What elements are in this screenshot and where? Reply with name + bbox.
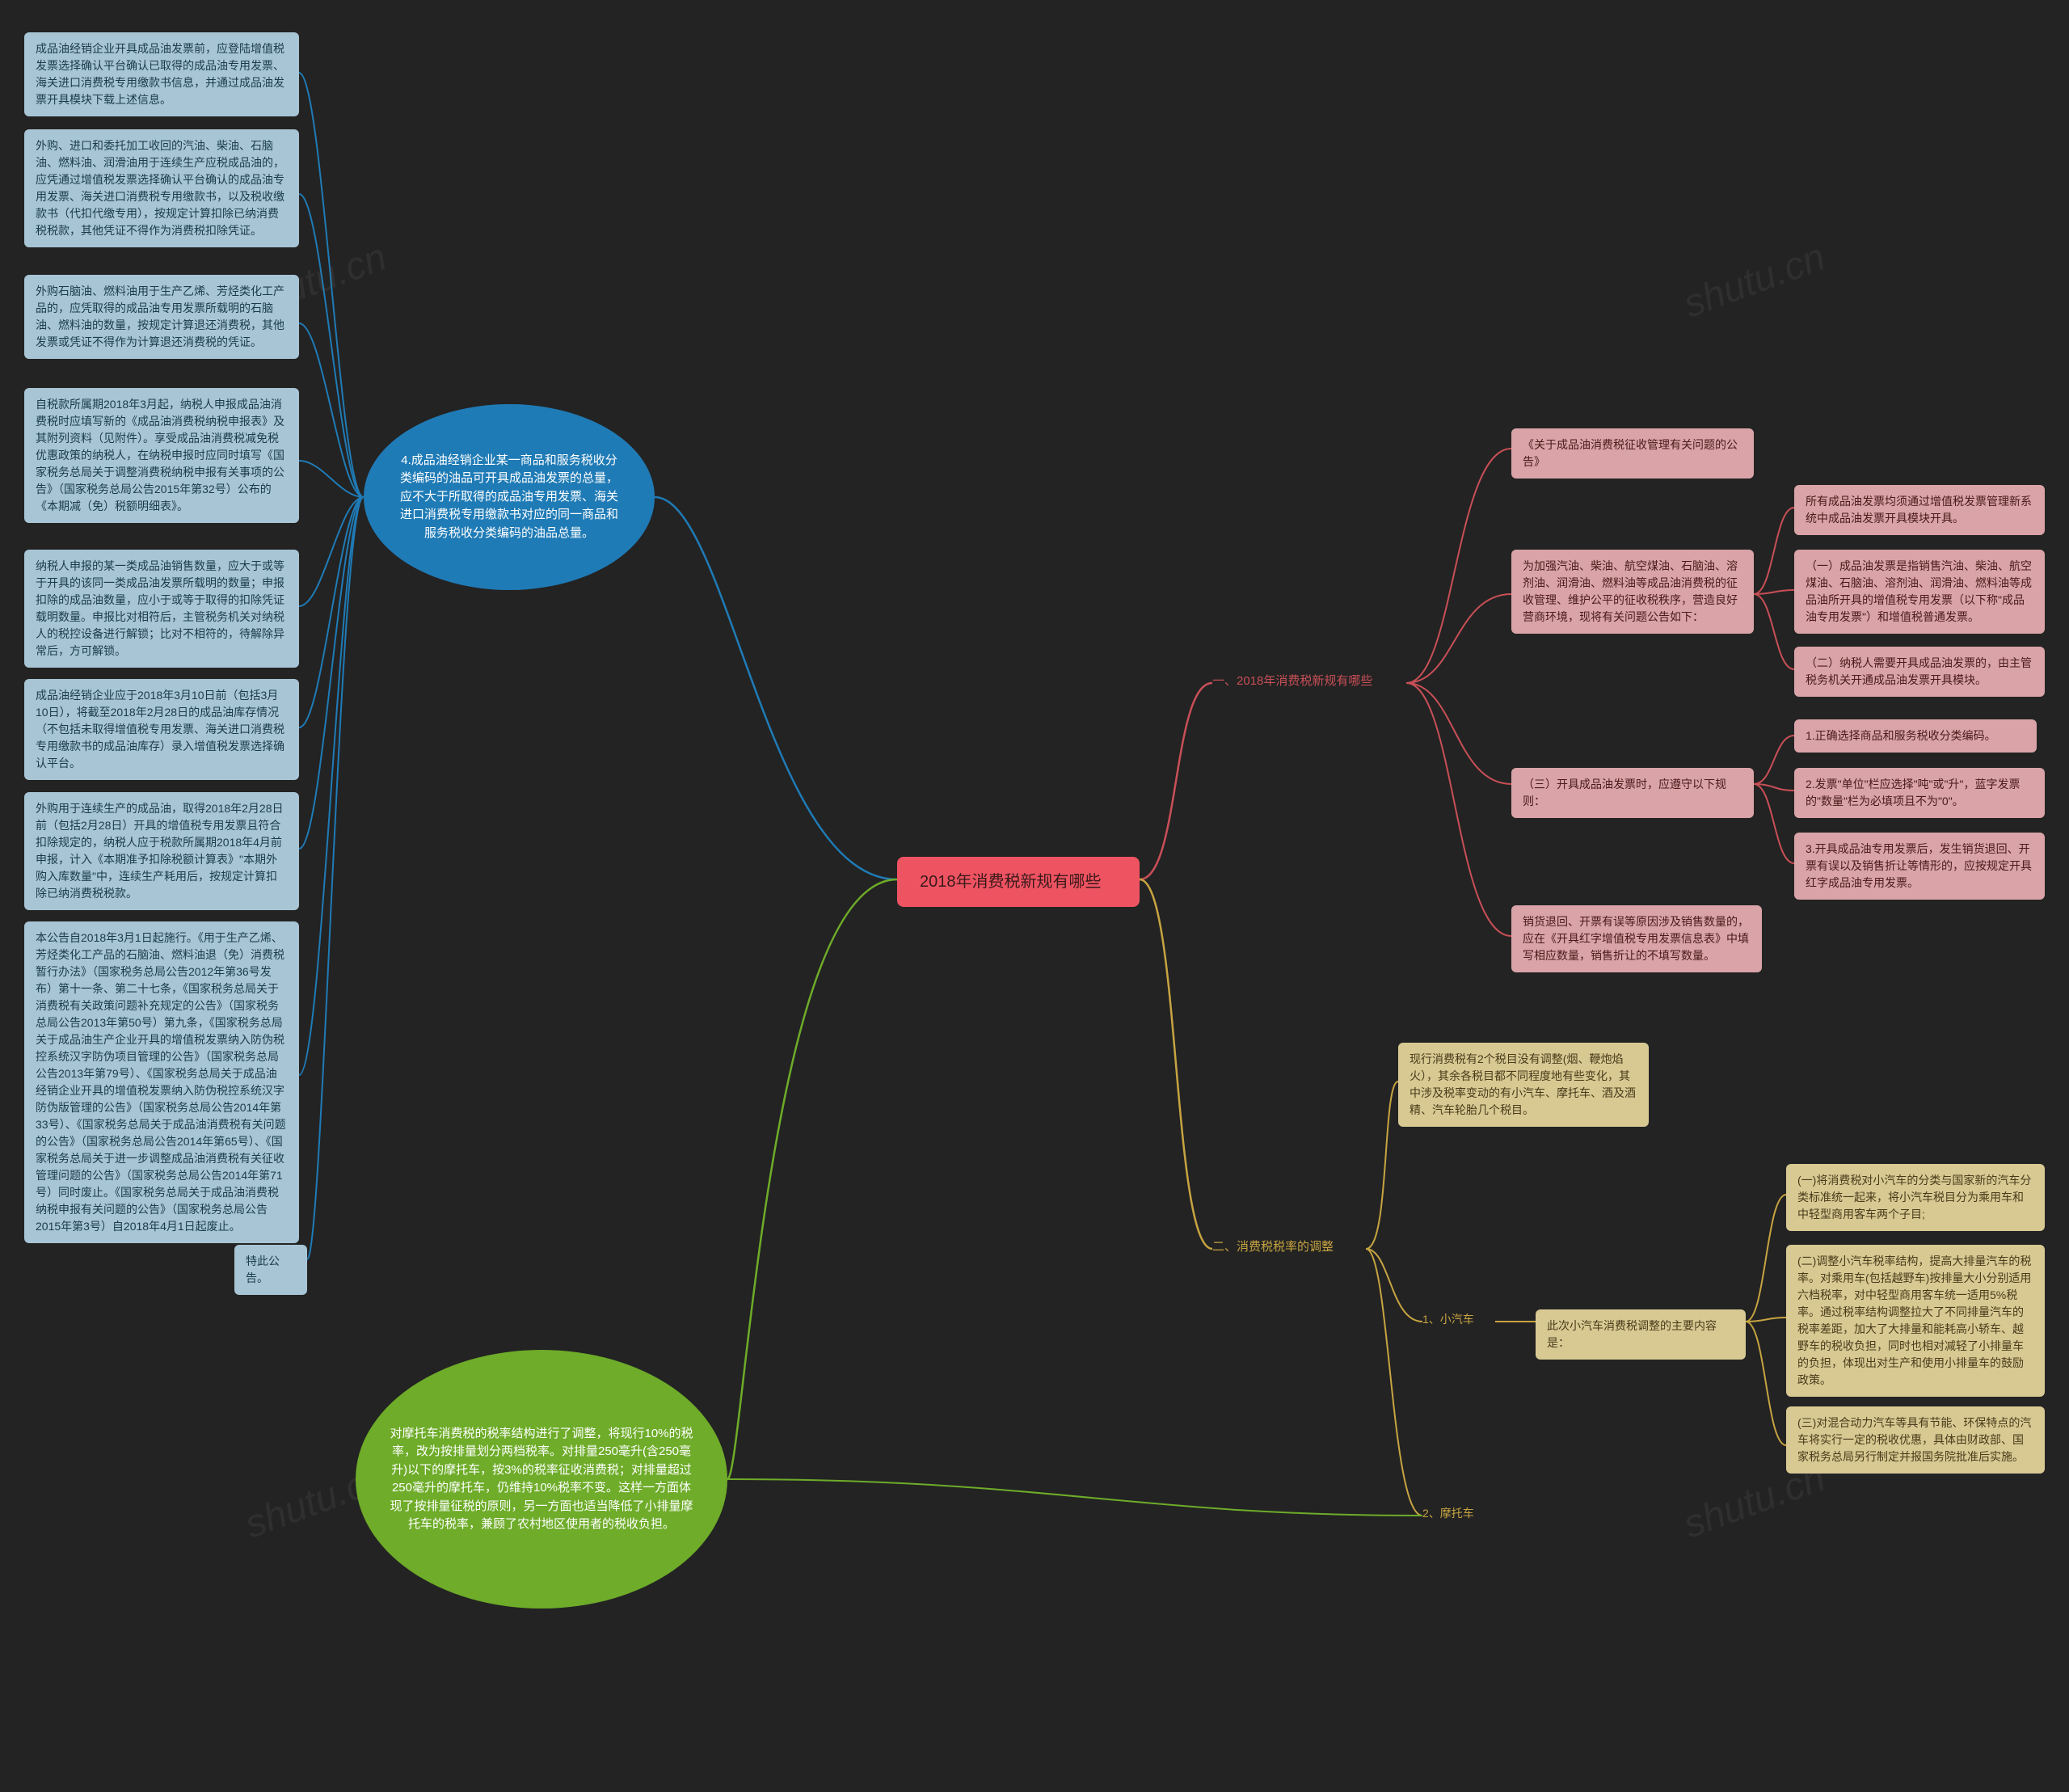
blue-leaf: 成品油经销企业开具成品油发票前，应登陆增值税发票选择确认平台确认已取得的成品油专…: [24, 32, 299, 116]
red-group: 为加强汽油、柴油、航空煤油、石脑油、溶剂油、润滑油、燃料油等成品油消费税的征收管…: [1511, 550, 1754, 634]
yellow-sub-moto: 2、摩托车: [1422, 1503, 1495, 1524]
branch-yellow-label: 二、消费税税率的调整: [1212, 1240, 1334, 1254]
branch-yellow: 二、消费税税率的调整: [1212, 1237, 1366, 1259]
blue-leaf: 特此公告。: [234, 1245, 307, 1295]
red-leaf: 1.正确选择商品和服务税收分类编码。: [1794, 719, 2037, 753]
red-leaf: 销货退回、开票有误等原因涉及销售数量的，应在《开具红字增值税专用发票信息表》中填…: [1511, 905, 1762, 972]
branch-blue-label: 4.成品油经销企业某一商品和服务税收分类编码的油品可开具成品油发票的总量，应不大…: [396, 452, 622, 543]
branch-red: 一、2018年消费税新规有哪些: [1212, 671, 1406, 693]
blue-leaf: 自税款所属期2018年3月起，纳税人申报成品油消费税时应填写新的《成品油消费税纳…: [24, 388, 299, 523]
branch-red-label: 一、2018年消费税新规有哪些: [1212, 674, 1372, 688]
red-leaf: 所有成品油发票均须通过增值税发票管理新系统中成品油发票开具模块开具。: [1794, 485, 2045, 535]
yellow-sub-car: 1、小汽车: [1422, 1309, 1495, 1330]
blue-leaf: 成品油经销企业应于2018年3月10日前（包括3月10日），将截至2018年2月…: [24, 679, 299, 780]
red-leaf: （二）纳税人需要开具成品油发票的，由主管税务机关开通成品油发票开具模块。: [1794, 647, 2045, 697]
red-leaf: （一）成品油发票是指销售汽油、柴油、航空煤油、石脑油、溶剂油、润滑油、燃料油等成…: [1794, 550, 2045, 634]
branch-green: 对摩托车消费税的税率结构进行了调整，将现行10%的税率，改为按排量划分两档税率。…: [356, 1350, 727, 1609]
red-group: （三）开具成品油发票时，应遵守以下规则：: [1511, 768, 1754, 818]
yellow-leaf: (二)调整小汽车税率结构，提高大排量汽车的税率。对乘用车(包括越野车)按排量大小…: [1786, 1245, 2045, 1397]
watermark: shutu.cn: [1678, 235, 1831, 327]
red-leaf: 《关于成品油消费税征收管理有关问题的公告》: [1511, 428, 1754, 479]
red-leaf: 2.发票"单位"栏应选择"吨"或"升"，蓝字发票的"数量"栏为必填项且不为"0"…: [1794, 768, 2045, 818]
root-node: 2018年消费税新规有哪些: [897, 857, 1140, 907]
yellow-inner: 此次小汽车消费税调整的主要内容是：: [1536, 1309, 1746, 1360]
blue-leaf: 外购用于连续生产的成品油，取得2018年2月28日前（包括2月28日）开具的增值…: [24, 792, 299, 910]
yellow-leaf: (三)对混合动力汽车等具有节能、环保特点的汽车将实行一定的税收优惠，具体由财政部…: [1786, 1406, 2045, 1474]
branch-blue: 4.成品油经销企业某一商品和服务税收分类编码的油品可开具成品油发票的总量，应不大…: [364, 404, 655, 590]
branch-green-label: 对摩托车消费税的税率结构进行了调整，将现行10%的税率，改为按排量划分两档税率。…: [388, 1425, 695, 1534]
yellow-leaf: (一)将消费税对小汽车的分类与国家新的汽车分类标准统一起来，将小汽车税目分为乘用…: [1786, 1164, 2045, 1231]
blue-leaf: 外购、进口和委托加工收回的汽油、柴油、石脑油、燃料油、润滑油用于连续生产应税成品…: [24, 129, 299, 247]
blue-leaf: 纳税人申报的某一类成品油销售数量，应大于或等于开具的该同一类成品油发票所载明的数…: [24, 550, 299, 668]
yellow-leaf: 现行消费税有2个税目没有调整(烟、鞭炮焰火），其余各税目都不同程度地有些变化，其…: [1398, 1043, 1649, 1127]
yellow-sub-car-label: 1、小汽车: [1422, 1313, 1474, 1326]
red-leaf: 3.开具成品油专用发票后，发生销货退回、开票有误以及销售折让等情形的，应按规定开…: [1794, 833, 2045, 900]
yellow-sub-moto-label: 2、摩托车: [1422, 1507, 1474, 1520]
blue-leaf: 外购石脑油、燃料油用于生产乙烯、芳烃类化工产品的，应凭取得的成品油专用发票所载明…: [24, 275, 299, 359]
blue-leaf: 本公告自2018年3月1日起施行。《用于生产乙烯、芳烃类化工产品的石脑油、燃料油…: [24, 921, 299, 1243]
